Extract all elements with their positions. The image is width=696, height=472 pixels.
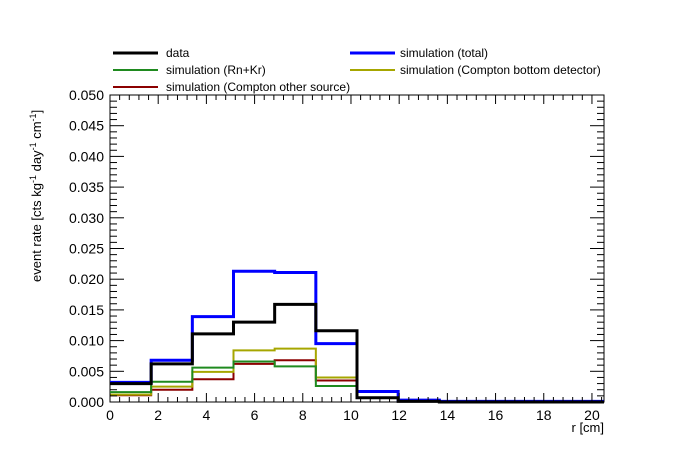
legend-label-simulation-rn-kr: simulation (Rn+Kr)	[166, 63, 266, 77]
y-axis-title-suffix: ]	[29, 110, 44, 114]
x-tick-label: 10	[343, 407, 359, 423]
y-tick-label: 0.040	[69, 148, 104, 164]
y-axis-title-sup1: -1	[28, 175, 38, 183]
y-tick-label: 0.010	[69, 333, 104, 349]
legend-label-simulation-compton-bottom: simulation (Compton bottom detector)	[400, 63, 601, 77]
series-layer	[110, 269, 604, 404]
legend-entry-simulation-compton-other: simulation (Compton other source)	[113, 80, 350, 94]
y-tick-label: 0.005	[69, 363, 104, 379]
x-tick-label: 20	[584, 407, 600, 423]
legend-entry-simulation-rn-kr: simulation (Rn+Kr)	[113, 63, 266, 77]
legend-label-data: data	[166, 46, 190, 60]
y-tick-label: 0.015	[69, 302, 104, 318]
y-tick-label: 0.045	[69, 118, 104, 134]
x-tick-label: 16	[488, 407, 504, 423]
y-axis-title-prefix: event rate [cts kg	[29, 183, 44, 282]
x-axis-title: r [cm]	[572, 420, 605, 435]
y-tick-label: 0.020	[69, 271, 104, 287]
x-tick-label: 6	[251, 407, 259, 423]
x-tick-label: 12	[391, 407, 407, 423]
x-axis: 0 2 4 6 8 10 12 14 16 18 20	[106, 95, 603, 423]
legend-entry-simulation-compton-bottom: simulation (Compton bottom detector)	[350, 63, 601, 77]
y-axis-title-mid2: cm	[29, 121, 44, 142]
x-tick-label: 8	[299, 407, 307, 423]
legend-entry-simulation-total: simulation (total)	[350, 46, 488, 60]
y-tick-label: 0.030	[69, 210, 104, 226]
y-axis: 0.000 0.005 0.010 0.015 0.020 0.025 0.030 0.035…	[69, 87, 604, 410]
legend: data simulation (total) simulation (Rn+K…	[113, 46, 601, 94]
y-tick-label: 0.035	[69, 179, 104, 195]
legend-label-simulation-total: simulation (total)	[400, 46, 488, 60]
legend-label-simulation-compton-other: simulation (Compton other source)	[166, 80, 350, 94]
y-axis-title: event rate [cts kg-1 day-1 cm-1]	[28, 110, 44, 282]
x-tick-label: 14	[440, 407, 456, 423]
x-tick-label: 18	[536, 407, 552, 423]
x-tick-label: 4	[202, 407, 210, 423]
y-axis-title-sup3: -1	[28, 113, 38, 121]
y-tick-label: 0.000	[69, 394, 104, 410]
y-axis-title-mid1: day	[29, 150, 44, 175]
legend-entry-data: data	[113, 46, 190, 60]
y-tick-label: 0.050	[69, 87, 104, 103]
x-tick-label: 0	[106, 407, 114, 423]
y-tick-label: 0.025	[69, 241, 104, 257]
x-tick-label: 2	[154, 407, 162, 423]
y-axis-title-sup2: -1	[28, 142, 38, 150]
